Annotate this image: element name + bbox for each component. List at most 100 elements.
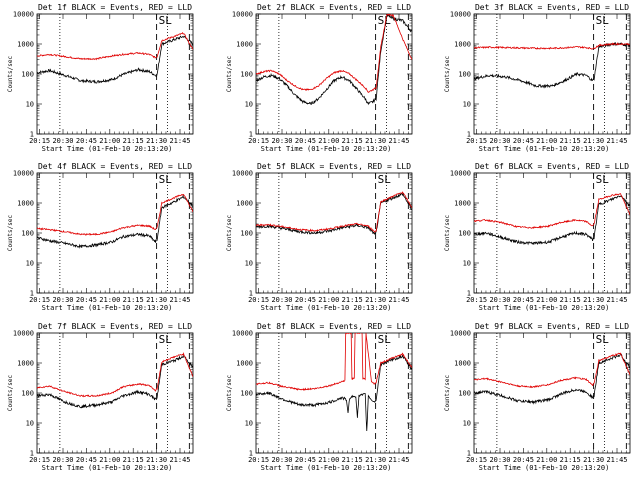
y-tick-label: 10 (463, 420, 471, 428)
x-tick-label: 21:30 (583, 456, 604, 464)
panel-det-6: Det 6f BLACK = Events, RED = LLD 1 10 100 10… (444, 162, 631, 312)
x-tick-label: 21:15 (342, 137, 363, 145)
x-tick-label: 21:45 (606, 137, 627, 145)
x-axis-label: Start Time (01-Feb-10 20:13:20) (479, 464, 610, 472)
y-tick-label: 1 (30, 450, 34, 458)
x-tick-label: 21:30 (365, 456, 386, 464)
x-tick-label: 20:15 (248, 137, 269, 145)
y-tick-label: 10 (245, 260, 253, 268)
y-tick-label: 10000 (13, 170, 34, 178)
sl-marker-label: SL (159, 14, 173, 27)
x-axis-label: Start Time (01-Feb-10 20:13:20) (42, 304, 173, 312)
x-tick-label: 20:45 (513, 296, 534, 304)
y-axis-label: Counts/sec (226, 56, 233, 93)
y-axis-label: Counts/sec (444, 215, 451, 252)
x-tick-label: 21:15 (342, 296, 363, 304)
y-tick-label: 100 (458, 71, 471, 79)
plot-frame (255, 332, 413, 454)
x-tick-label: 20:30 (52, 296, 73, 304)
x-axis-label: Start Time (01-Feb-10 20:13:20) (479, 145, 610, 153)
x-tick-label: 20:30 (489, 456, 510, 464)
series-line-lld (37, 351, 193, 398)
x-tick-label: 21:45 (169, 456, 190, 464)
x-tick-label: 21:15 (560, 296, 581, 304)
y-tick-label: 100 (21, 71, 34, 79)
x-axis-label: Start Time (01-Feb-10 20:13:20) (261, 464, 392, 472)
sl-marker-label: SL (596, 333, 610, 346)
x-tick-label: 20:45 (513, 456, 534, 464)
panel-det-4: Det 4f BLACK = Events, RED = LLD 1 10 100 10… (7, 162, 194, 312)
plot-frame (36, 332, 194, 454)
panel-det-3: Det 3f BLACK = Events, RED = LLD 1 10 100 10… (444, 3, 631, 153)
x-tick-label: 20:15 (466, 456, 487, 464)
y-tick-label: 10 (245, 101, 253, 109)
panel-title: Det 2f BLACK = Events, RED = LLD (257, 3, 411, 12)
y-axis-label: Counts/sec (7, 56, 14, 93)
y-tick-label: 10 (26, 101, 34, 109)
x-tick-label: 21:45 (606, 456, 627, 464)
x-tick-label: 21:45 (388, 137, 409, 145)
x-tick-label: 21:45 (169, 296, 190, 304)
series-line-lld (256, 14, 412, 94)
y-tick-label: 100 (458, 390, 471, 398)
y-axis-label: Counts/sec (444, 375, 451, 412)
y-tick-label: 1 (30, 290, 34, 298)
panel-title: Det 4f BLACK = Events, RED = LLD (38, 162, 192, 171)
y-tick-label: 100 (240, 390, 253, 398)
x-tick-label: 21:00 (99, 137, 120, 145)
y-axis-label: Counts/sec (226, 215, 233, 252)
y-tick-label: 1 (467, 450, 471, 458)
y-tick-label: 10 (26, 420, 34, 428)
panel-det-5: Det 5f BLACK = Events, RED = LLD 1 10 100 10… (226, 162, 413, 312)
x-tick-label: 21:15 (123, 296, 144, 304)
x-tick-label: 20:45 (76, 137, 97, 145)
series-line-events (256, 193, 412, 235)
sl-marker-label: SL (378, 333, 392, 346)
y-tick-label: 1 (30, 131, 34, 139)
panel-det-1: Det 1f BLACK = Events, RED = LLD 1 10 100 10… (7, 3, 194, 153)
x-tick-label: 20:45 (295, 137, 316, 145)
x-tick-label: 20:15 (248, 456, 269, 464)
y-tick-label: 10 (245, 420, 253, 428)
x-axis-label: Start Time (01-Feb-10 20:13:20) (479, 304, 610, 312)
y-tick-label: 1000 (454, 41, 471, 49)
x-tick-label: 20:30 (489, 296, 510, 304)
y-tick-label: 10 (26, 260, 34, 268)
series-line-lld (474, 42, 630, 50)
sl-marker-label: SL (596, 173, 610, 186)
y-tick-label: 1000 (17, 41, 34, 49)
sl-marker-label: SL (378, 173, 392, 186)
sl-marker-label: SL (159, 333, 173, 346)
plot-frame (255, 172, 413, 294)
series-line-events (37, 194, 193, 249)
x-tick-label: 21:00 (318, 456, 339, 464)
x-tick-label: 21:45 (169, 137, 190, 145)
plot-frame (473, 172, 631, 294)
y-tick-label: 10000 (13, 330, 34, 338)
series-line-events (37, 355, 193, 409)
x-tick-label: 21:30 (365, 296, 386, 304)
panel-title: Det 6f BLACK = Events, RED = LLD (475, 162, 629, 171)
y-tick-label: 1000 (454, 360, 471, 368)
x-tick-label: 21:15 (123, 456, 144, 464)
x-tick-label: 21:15 (123, 137, 144, 145)
x-tick-label: 21:30 (146, 296, 167, 304)
x-tick-label: 20:15 (29, 296, 50, 304)
y-tick-label: 1 (467, 290, 471, 298)
panel-title: Det 3f BLACK = Events, RED = LLD (475, 3, 629, 12)
y-tick-label: 1000 (236, 41, 253, 49)
panel-det-8: Det 8f BLACK = Events, RED = LLD 1 10 100 10… (226, 322, 413, 472)
x-tick-label: 20:30 (489, 137, 510, 145)
y-tick-label: 10000 (13, 11, 34, 19)
x-axis-label: Start Time (01-Feb-10 20:13:20) (261, 145, 392, 153)
x-tick-label: 20:15 (466, 296, 487, 304)
x-tick-label: 21:00 (318, 137, 339, 145)
panel-title: Det 5f BLACK = Events, RED = LLD (257, 162, 411, 171)
x-tick-label: 20:15 (29, 456, 50, 464)
x-tick-label: 20:30 (271, 456, 292, 464)
x-tick-label: 20:15 (29, 137, 50, 145)
x-tick-label: 20:45 (76, 296, 97, 304)
x-tick-label: 21:30 (365, 137, 386, 145)
x-tick-label: 20:45 (76, 456, 97, 464)
x-tick-label: 21:00 (536, 137, 557, 145)
